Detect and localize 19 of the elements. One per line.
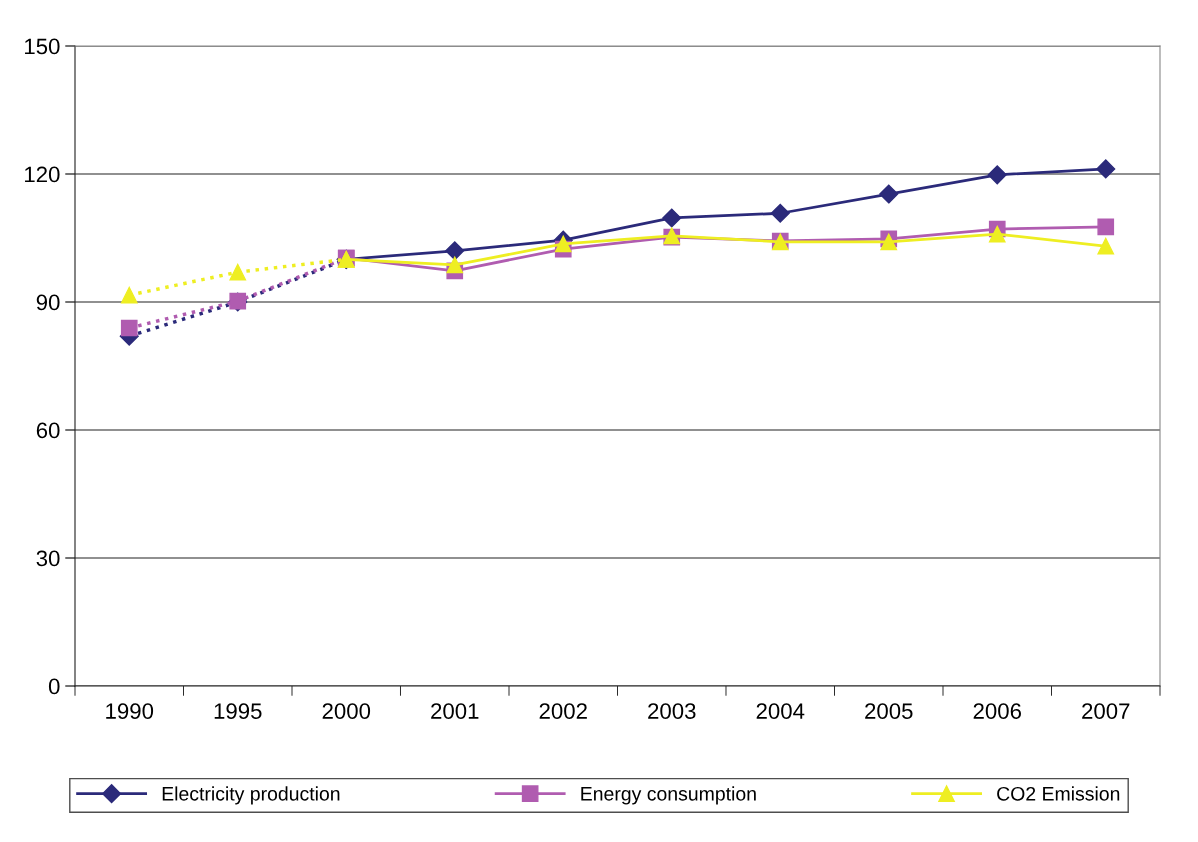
y-tick-label: 60 [36, 422, 60, 439]
x-tick-label: 2006 [973, 703, 1021, 719]
x-tick-label: 2007 [1082, 703, 1130, 719]
x-tick-label: 1995 [214, 703, 262, 719]
legend-label: CO2 Emission [997, 786, 1120, 801]
y-tick-label: 30 [36, 550, 60, 567]
x-tick-label: 2005 [865, 703, 913, 719]
legend-label: Electricity production [162, 786, 340, 805]
y-tick-label: 90 [36, 294, 60, 311]
y-tick-label: 0 [48, 678, 60, 695]
x-tick-label: 2001 [431, 703, 479, 719]
x-tick-label: 2002 [539, 703, 587, 719]
x-tick-label: 2003 [648, 703, 696, 719]
y-tick-label: 120 [25, 166, 60, 183]
x-tick-label: 1990 [106, 703, 154, 719]
y-tick-label: 150 [25, 38, 60, 55]
x-tick-label: 2000 [322, 703, 371, 719]
x-tick-label: 2004 [756, 703, 805, 719]
legend-label: Energy consumption [581, 786, 756, 805]
